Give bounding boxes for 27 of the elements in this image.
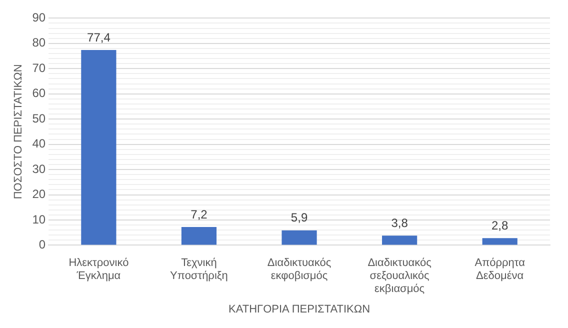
bar	[382, 236, 418, 245]
y-tick-label: 20	[32, 187, 46, 202]
x-tick-label: Τεχνική Υποστήριξη	[170, 256, 228, 282]
y-tick-label: 10	[32, 212, 46, 226]
x-tick-label: Ηλεκτρονικό Έγκλημα	[68, 256, 129, 282]
data-label: 77,4	[87, 30, 111, 44]
bar	[282, 230, 317, 245]
x-tick-label: Απόρρητα Δεδομένα	[474, 256, 526, 282]
bar	[81, 50, 116, 245]
data-label: 3,8	[391, 216, 408, 230]
y-tick-label: 60	[32, 86, 46, 100]
bar	[482, 238, 518, 245]
y-tick-label: 40	[32, 136, 46, 151]
y-axis-title: ΠΟΣΟΣΤΟ ΠΕΡΙΣΤΑΤΙΚΩΝ	[12, 64, 25, 200]
x-tick-label: Διαδικτυακός σεξουαλικός εκβιασμός	[368, 256, 432, 296]
y-tick-label: 0	[38, 238, 46, 252]
y-tick-label: 70	[32, 60, 46, 75]
y-tick-label: 30	[32, 162, 46, 176]
y-tick-label: 50	[32, 111, 46, 126]
x-tick-label: Διαδικτυακός εκφοβισμός	[267, 256, 332, 282]
y-tick-label: 80	[32, 36, 46, 50]
bar	[181, 227, 217, 245]
data-label: 2,8	[492, 218, 509, 232]
data-label: 5,9	[290, 210, 308, 225]
y-tick-label: 90	[32, 10, 46, 25]
data-label: 7,2	[190, 207, 208, 222]
x-axis-title: ΚΑΤΗΓΟΡΙΑ ΠΕΡΙΣΤΑΤΙΚΩΝ	[228, 303, 370, 316]
